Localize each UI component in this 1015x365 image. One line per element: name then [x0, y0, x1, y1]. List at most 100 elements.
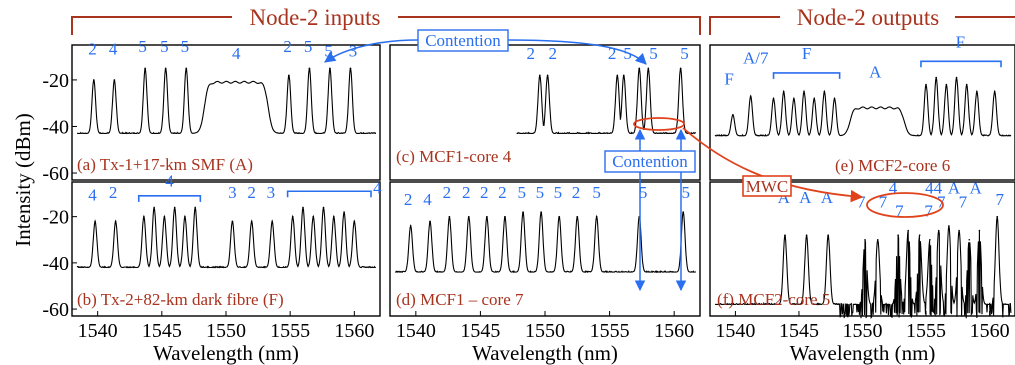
channel-label: 3 [228, 183, 237, 202]
y-tick-label: -20 [42, 70, 69, 92]
peak-point [937, 229, 940, 232]
peak-point [876, 238, 879, 241]
peak-point [968, 238, 971, 241]
channel-label: A [869, 63, 882, 82]
contention-label: Contention [425, 31, 501, 50]
y-tick-label: -20 [42, 207, 69, 229]
channel-label: 3 [349, 42, 358, 61]
peak-point [749, 95, 752, 98]
panel-title: (e) MCF2-core 6 [835, 156, 950, 175]
panel-title: (a) Tx-1+17-km SMF (A) [77, 155, 253, 174]
peak-point [448, 215, 451, 218]
channel-label: 7 [895, 202, 904, 221]
channel-label: 2 [443, 183, 452, 202]
peak-point [965, 83, 968, 86]
peak-point [929, 238, 931, 241]
channel-label: A [821, 188, 834, 207]
peak-point [467, 215, 470, 218]
peak-point [329, 67, 331, 70]
contention-label: Contention [612, 152, 688, 171]
peak-point [945, 83, 948, 86]
channel-label: 5 [649, 44, 658, 63]
channel-label: 7 [996, 190, 1005, 209]
panel-a: -20-40-602 4 5 5 5 4 2 5 5 3(a) Tx-1+17-km SMF (A… [42, 37, 381, 185]
peak-point [302, 206, 304, 209]
y-tick-label: -60 [42, 299, 69, 321]
channel-label: 2 [527, 44, 536, 63]
channel-label: 4 [232, 44, 241, 63]
contention-arrow-left [324, 39, 419, 63]
peak-point [647, 67, 650, 70]
peak-point [540, 211, 542, 213]
channel-label: A [948, 179, 961, 198]
panel-title: (b) Tx-2+82-km dark fibre (F) [77, 290, 284, 309]
peak-point [772, 97, 775, 100]
peak-point [143, 215, 145, 218]
mwc-box [742, 175, 792, 197]
channel-label: 2 [247, 183, 256, 202]
peak-point [976, 90, 978, 93]
channel-label: 4 [109, 39, 118, 58]
peak-point [622, 74, 625, 77]
spectrum-trace [76, 68, 376, 135]
channel-label: 4 [165, 172, 174, 191]
y-tick-label: -40 [42, 116, 69, 138]
x-axis-label: Wavelength (nm) [790, 341, 936, 365]
peak-point [955, 76, 958, 79]
inputs-bracket [71, 16, 701, 35]
peak-point [958, 229, 960, 232]
channel-label: 2 [88, 39, 97, 58]
channel-label: 7 [857, 192, 866, 211]
contention-callout-top: Contention [324, 29, 647, 65]
spectrum-trace [394, 212, 697, 274]
peak-point [113, 79, 116, 81]
channel-label: 44 [925, 179, 943, 198]
peak-point [833, 97, 836, 100]
x-tick-label: 1540 [396, 320, 436, 342]
x-tick-label: 1550 [525, 320, 565, 342]
panel-b: 1540 1545 1550 1555 1560 -20 -40 -60 Wavelength … [42, 172, 382, 365]
channel-label: 5 [592, 183, 601, 202]
peak-point [343, 211, 345, 213]
y-tick-label: -60 [42, 163, 69, 185]
spectrum-trace [714, 77, 1012, 137]
peak-point [823, 90, 826, 93]
peak-point [925, 83, 927, 86]
peak-point [231, 220, 234, 223]
peak-point [173, 206, 176, 209]
channel-bracket [920, 60, 1002, 68]
peak-point [322, 206, 325, 209]
peak-point [164, 67, 167, 70]
channel-label: 2 [498, 183, 507, 202]
channel-label: A [969, 179, 982, 198]
panel-frame [71, 44, 381, 181]
peak-point [333, 215, 335, 218]
peak-point [409, 225, 412, 227]
peak-point [993, 90, 996, 93]
peak-point [153, 206, 155, 209]
channel-label: 5 [639, 183, 648, 202]
peak-point [539, 74, 541, 77]
channel-label: 5 [324, 42, 333, 61]
channel-label: 5 [304, 37, 313, 56]
spectrum-trace [714, 216, 1012, 320]
peak-point [250, 220, 253, 223]
channel-label: 4 [88, 185, 97, 204]
x-tick-label: 1555 [590, 320, 630, 342]
peak-point [813, 97, 816, 100]
peak-point [353, 220, 356, 223]
channel-label: 2 [109, 183, 118, 202]
peak-point [948, 225, 950, 227]
peak-point [576, 215, 579, 218]
peak-point [94, 220, 96, 223]
spectrum-trace [516, 68, 696, 135]
peak-point [784, 234, 786, 236]
channel-label: 3 [267, 183, 276, 202]
channel-label: 2 [549, 44, 558, 63]
panel-frame [389, 44, 701, 181]
peak-point [429, 220, 431, 223]
peak-point [349, 67, 352, 70]
peak-point [907, 229, 910, 232]
